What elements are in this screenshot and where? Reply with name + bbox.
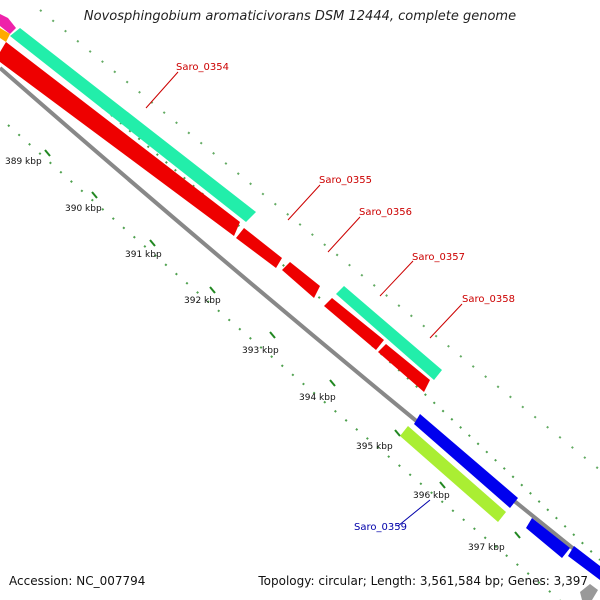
connector-saro-0358 <box>429 303 463 339</box>
tick-label-389: 389 kbp <box>5 157 42 167</box>
cds-red-2 <box>236 228 282 268</box>
connector-saro-0354 <box>145 71 179 109</box>
tick-labels: 389 kbp 390 kbp 391 kbp 392 kbp 393 kbp … <box>5 157 505 553</box>
cds-red-3 <box>282 262 320 298</box>
dotted-track-mid <box>39 9 600 471</box>
ruler-ticks <box>44 149 521 539</box>
map-title: Novosphingobium aromaticivorans DSM 1244… <box>83 9 517 24</box>
cds-red-5 <box>378 344 430 392</box>
tick-389 <box>44 149 51 157</box>
gene-label-saro-0358[interactable]: Saro_0358 <box>462 294 515 305</box>
gene-features <box>0 28 600 580</box>
cds-teal-1 <box>10 28 256 222</box>
gene-label-saro-0356[interactable]: Saro_0356 <box>359 207 412 218</box>
connector-saro-0356 <box>327 216 361 253</box>
tick-394 <box>329 379 336 387</box>
cds-lime-1 <box>400 426 506 522</box>
tick-390 <box>91 191 98 199</box>
tick-label-393: 393 kbp <box>242 346 279 356</box>
topology-label: Topology: circular; Length: 3,561,584 bp… <box>258 574 588 588</box>
tick-label-392: 392 kbp <box>184 296 221 306</box>
gray-arrow-feature <box>580 584 598 600</box>
cds-teal-2 <box>336 286 442 380</box>
connector-saro-0357 <box>379 260 414 297</box>
cds-blue-3 <box>568 546 600 580</box>
gene-label-saro-0355[interactable]: Saro_0355 <box>319 175 372 186</box>
tick-396 <box>439 481 446 489</box>
tick-395 <box>394 429 401 437</box>
accession-label: Accession: NC_007794 <box>9 574 146 588</box>
connector-saro-0359 <box>397 499 431 527</box>
orange-feature <box>0 28 10 42</box>
tick-392 <box>209 286 216 294</box>
tick-label-397: 397 kbp <box>468 543 505 553</box>
cds-red-1 <box>0 42 240 236</box>
tick-397 <box>514 531 521 539</box>
gene-label-saro-0359[interactable]: Saro_0359 <box>354 522 407 533</box>
tick-label-395: 395 kbp <box>356 442 393 452</box>
magenta-feature <box>0 14 16 34</box>
tick-393 <box>269 331 276 339</box>
cds-red-4 <box>324 298 384 350</box>
tick-label-391: 391 kbp <box>125 250 162 260</box>
gene-label-saro-0357[interactable]: Saro_0357 <box>412 252 465 263</box>
label-connectors <box>145 71 463 527</box>
tick-label-390: 390 kbp <box>65 204 102 214</box>
tick-391 <box>149 239 156 247</box>
dotted-track-outer <box>7 124 561 600</box>
cds-blue-2 <box>526 518 570 558</box>
cds-blue-1 <box>414 414 518 508</box>
tick-label-396: 396 kbp <box>413 491 450 501</box>
connector-saro-0355 <box>287 184 321 221</box>
tick-label-394: 394 kbp <box>299 393 336 403</box>
gene-label-saro-0354[interactable]: Saro_0354 <box>176 62 229 73</box>
